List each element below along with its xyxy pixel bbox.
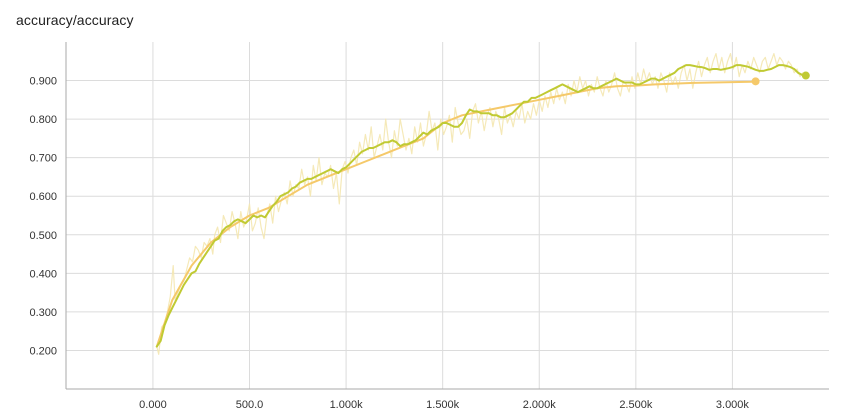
x-tick-label: 500.0 (236, 399, 264, 411)
series-line-smoothed-primary (155, 64, 807, 348)
x-tick-label: 0.000 (139, 399, 167, 411)
y-tick-label: 0.300 (29, 307, 57, 319)
x-tick-label: 1.000k (330, 399, 364, 411)
x-tick-label: 2.500k (619, 399, 653, 411)
y-tick-label: 0.900 (29, 76, 57, 88)
chart-series (155, 52, 810, 355)
y-tick-label: 0.600 (29, 191, 57, 203)
y-tick-label: 0.400 (29, 268, 57, 280)
chart-axes (65, 42, 829, 390)
series-line-smoothed (155, 80, 757, 348)
series-end-marker-smoothed (751, 77, 760, 86)
x-tick-label: 1.500k (426, 399, 460, 411)
y-axis-tick-labels: 0.200 0.300 0.400 0.500 0.600 0.700 0.800 0.900 (29, 76, 57, 358)
y-tick-label: 0.200 (29, 345, 57, 357)
chart-title: accuracy/accuracy (16, 12, 134, 28)
y-tick-label: 0.700 (29, 153, 57, 165)
y-tick-label: 0.800 (29, 114, 57, 126)
series-end-marker-smoothed-primary (801, 71, 810, 80)
x-axis-tick-labels: 0.000 500.0 1.000k 1.500k 2.000k 2.500k 3.000k (139, 399, 749, 411)
series-line-raw-faint (156, 52, 807, 355)
x-tick-label: 2.000k (523, 399, 557, 411)
chart-grid (66, 42, 829, 389)
y-tick-label: 0.500 (29, 230, 57, 242)
x-tick-label: 3.000k (716, 399, 750, 411)
